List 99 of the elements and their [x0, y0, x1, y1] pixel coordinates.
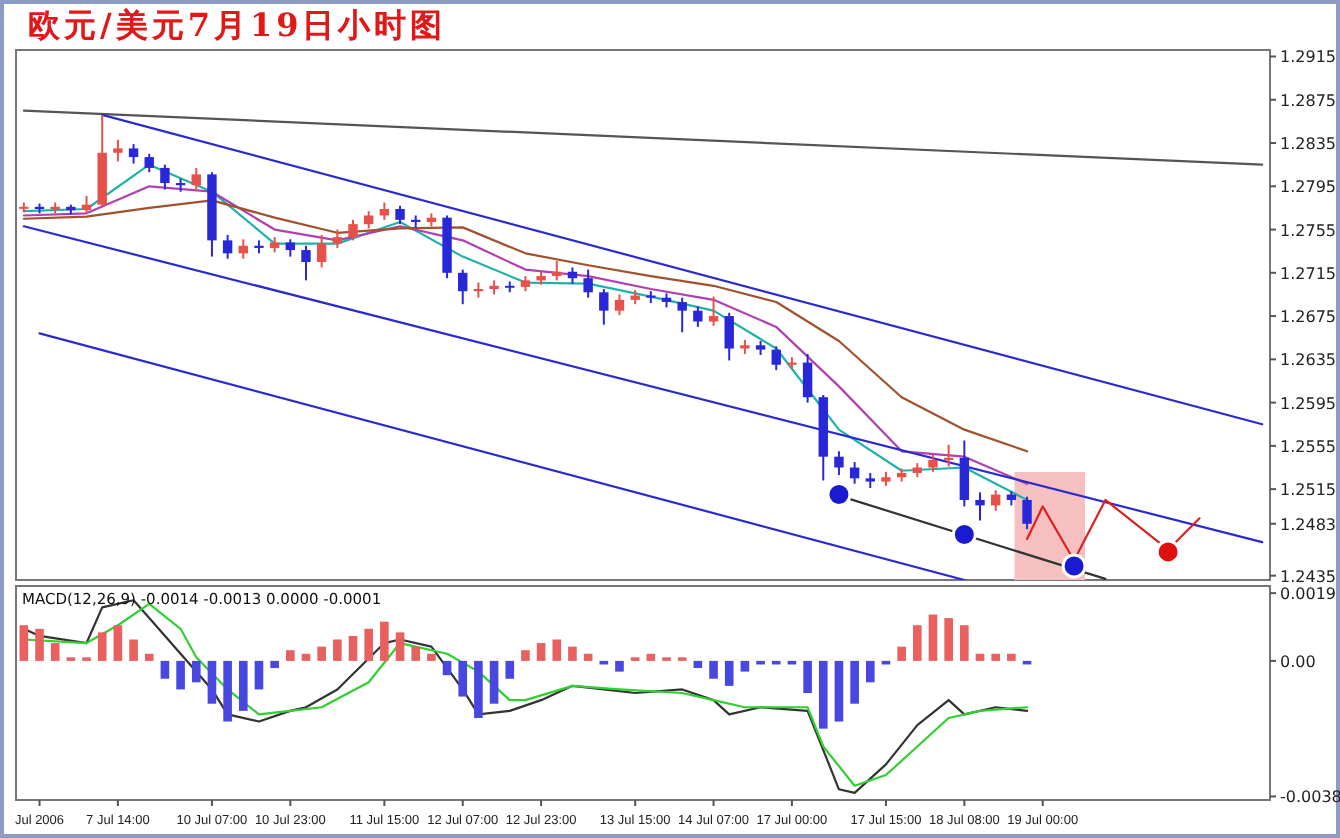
bar: [380, 621, 389, 661]
bar: [865, 660, 875, 683]
candlestick: [614, 293, 625, 316]
candlestick: [583, 268, 593, 299]
bar: [568, 646, 577, 661]
y-tick-label: 1.2675: [1280, 308, 1336, 327]
bar: [818, 660, 828, 729]
bar: [615, 660, 624, 672]
bar: [724, 660, 734, 686]
bar: [270, 660, 279, 669]
candlestick: [834, 450, 844, 477]
bar: [411, 646, 421, 661]
bar: [442, 660, 452, 676]
bar: [646, 653, 656, 661]
bar: [129, 639, 138, 661]
bar: [521, 650, 530, 661]
bar: [160, 660, 170, 679]
candlestick: [316, 233, 327, 269]
y-tick-label: 1.2755: [1280, 221, 1336, 240]
bar: [583, 653, 593, 661]
candlestick: [128, 143, 139, 165]
candlestick: [301, 244, 311, 282]
point: [1155, 539, 1181, 565]
bar: [975, 653, 985, 661]
bar: [207, 660, 217, 704]
bar: [552, 639, 562, 661]
y-tick-label: 1.2435: [1280, 567, 1336, 586]
candlestick: [458, 268, 468, 306]
bar: [803, 660, 812, 693]
y-tick-label: 1.2875: [1280, 91, 1336, 110]
bar: [223, 660, 232, 722]
y-tick-label: 1.2483: [1280, 515, 1336, 534]
bar: [709, 660, 718, 679]
candlestick: [959, 439, 970, 508]
bar: [991, 653, 1000, 661]
bar: [960, 625, 969, 661]
candlestick: [332, 228, 343, 249]
bar: [427, 653, 436, 661]
bar: [191, 660, 201, 683]
bar: [348, 635, 358, 661]
candlestick: [724, 311, 734, 362]
bar: [913, 625, 922, 661]
bar: [1007, 653, 1016, 661]
bar: [944, 618, 953, 661]
bar: [35, 628, 44, 661]
bar: [928, 614, 938, 661]
bar: [505, 660, 515, 679]
chart-title: 欧元/美元7月19日小时图: [28, 6, 447, 44]
y-tick-label: 1.2915: [1280, 48, 1336, 67]
bar: [458, 660, 468, 697]
line-series: [22, 199, 1029, 453]
y-tick-label: 1.2515: [1280, 481, 1336, 500]
candlestick: [599, 288, 609, 326]
bar: [254, 660, 264, 690]
bar: [395, 632, 405, 661]
candlestick: [771, 345, 781, 372]
bar: [897, 646, 906, 661]
bar: [364, 628, 373, 661]
candlestick: [1022, 495, 1032, 531]
y-tick-label: 1.2555: [1280, 437, 1336, 456]
bar: [97, 632, 107, 661]
bar: [286, 650, 295, 661]
y-tick-label: 0.00: [1280, 652, 1316, 671]
bar: [834, 660, 844, 722]
bar: [19, 625, 29, 661]
candlestick: [222, 233, 233, 260]
y-tick-label: 0.0019: [1280, 585, 1336, 604]
candlestick: [677, 296, 687, 334]
y-tick-label: 1.2595: [1280, 394, 1336, 413]
candlestick: [975, 491, 985, 522]
bar: [333, 639, 342, 661]
bar: [301, 653, 311, 661]
bar: [50, 643, 60, 661]
y-tick-label: -0.0038: [1280, 788, 1340, 807]
candlestick: [693, 305, 703, 328]
candlestick: [160, 163, 170, 191]
candlestick: [943, 443, 954, 468]
point: [1061, 553, 1087, 579]
bar: [176, 660, 185, 690]
bar: [536, 643, 546, 661]
bar: [144, 653, 154, 661]
bar: [489, 660, 499, 704]
candlestick: [395, 204, 405, 226]
candlestick: [802, 352, 813, 404]
bar: [238, 660, 248, 711]
bar: [474, 660, 483, 718]
y-tick-label: 1.2835: [1280, 135, 1336, 154]
bar: [113, 625, 123, 661]
candlestick: [348, 218, 358, 242]
candlestick: [144, 152, 154, 174]
y-tick-label: 1.2715: [1280, 264, 1336, 283]
candlestick: [191, 166, 201, 191]
y-tick-label: 1.2795: [1280, 178, 1336, 197]
candlestick: [113, 138, 123, 163]
bar: [317, 646, 326, 661]
y-tick-label: 1.2635: [1280, 351, 1336, 370]
bar: [740, 660, 750, 672]
bar: [850, 660, 859, 704]
bar: [693, 660, 703, 669]
